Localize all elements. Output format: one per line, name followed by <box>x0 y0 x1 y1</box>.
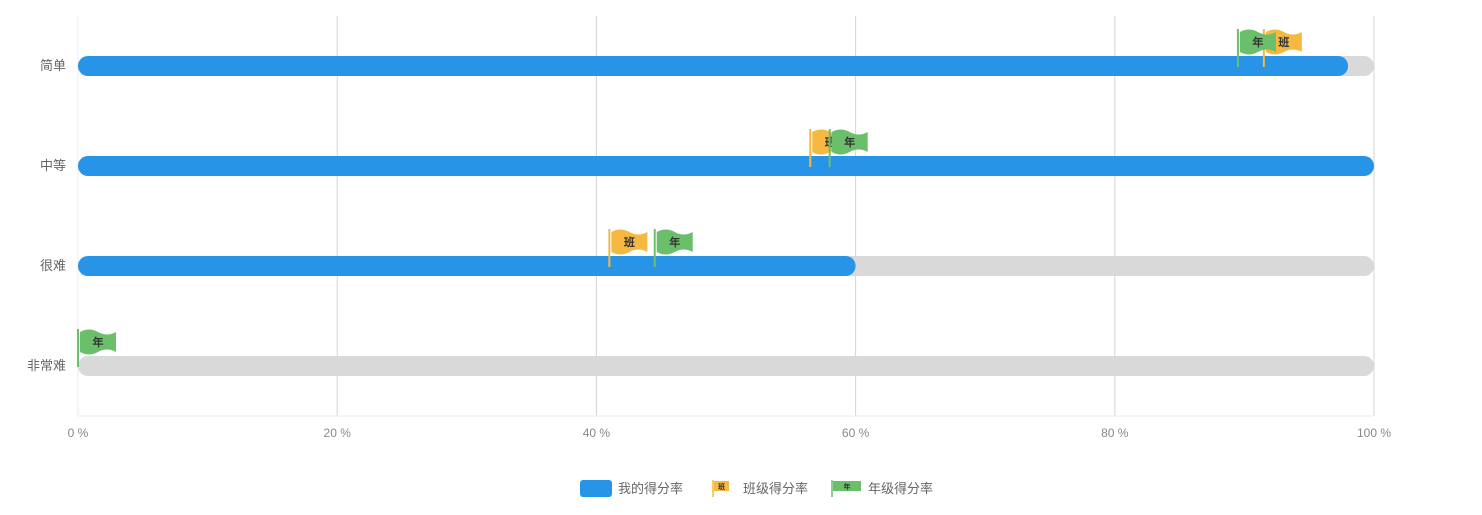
legend-swatch-class-flag: 班 <box>712 480 729 497</box>
bar-my-score <box>78 256 856 276</box>
flag-label: 班 <box>718 482 725 491</box>
flag-label: 年 <box>669 235 680 249</box>
bar-track <box>78 356 1374 376</box>
x-tick-label: 0 % <box>68 426 89 440</box>
flag-cloth <box>1239 29 1276 55</box>
flag-label: 年 <box>844 135 855 149</box>
category-label: 中等 <box>40 158 66 173</box>
class-rate-flag: 班 <box>608 229 648 267</box>
x-tick-label: 20 % <box>324 426 352 440</box>
x-tick-label: 100 % <box>1357 426 1391 440</box>
category-label: 非常难 <box>27 358 66 373</box>
category-label: 简单 <box>40 58 66 73</box>
legend-label: 年级得分率 <box>868 481 933 496</box>
grade-rate-flag: 年 <box>77 329 116 367</box>
legend-swatch-grade-flag: 年 <box>831 480 861 497</box>
legend-swatch-my-score <box>580 480 612 497</box>
flag-label: 年 <box>93 335 104 349</box>
flag-cloth <box>611 229 648 255</box>
legend-label: 我的得分率 <box>618 481 683 496</box>
flag-label: 班 <box>1278 35 1289 49</box>
grade-rate-flag: 年 <box>653 229 693 267</box>
flag-cloth <box>714 481 729 491</box>
x-tick-label: 80 % <box>1101 426 1129 440</box>
flag-label: 年 <box>1252 35 1263 49</box>
flag-cloth <box>656 229 693 255</box>
flag-cloth <box>831 129 868 155</box>
flag-cloth <box>833 481 861 491</box>
grade-rate-flag: 年 <box>1236 29 1276 67</box>
bar-my-score <box>78 56 1349 76</box>
bar-my-score <box>78 156 1374 176</box>
x-tick-label: 60 % <box>842 426 870 440</box>
x-tick-label: 40 % <box>583 426 611 440</box>
flag-cloth <box>80 329 116 355</box>
flag-label: 班 <box>624 235 635 249</box>
legend-label: 班级得分率 <box>743 481 808 496</box>
flag-label: 年 <box>844 482 851 491</box>
category-label: 很难 <box>40 258 66 273</box>
grade-rate-flag: 年 <box>828 129 868 167</box>
